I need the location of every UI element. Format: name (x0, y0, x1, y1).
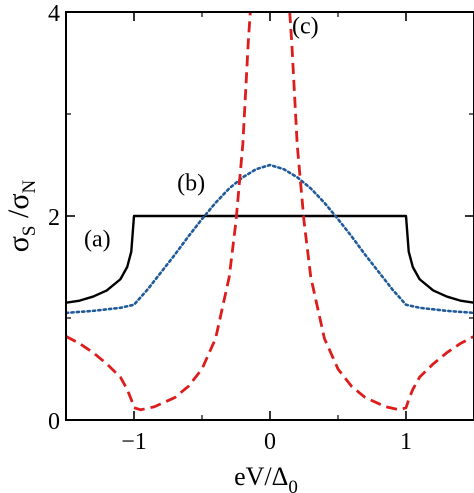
x-axis-title-subscript: 0 (288, 477, 298, 493)
annotation-label: (a) (84, 226, 111, 252)
y-axis-title: σS /σN (2, 179, 40, 252)
series-layer (66, 12, 474, 412)
series-b-line-1 (66, 163, 474, 315)
y-axis-title-sigma-n: σ (2, 193, 35, 209)
ticks-layer: −1 0 1 0 2 4 (48, 1, 474, 455)
y-axis-title-sigma-s: σ (2, 236, 35, 252)
y-tick-label: 4 (48, 1, 60, 27)
annotation-label: (c) (292, 13, 319, 39)
y-axis-title-subscript-n: N (19, 179, 40, 193)
x-axis-title-main: eV/Δ (234, 462, 288, 491)
series-c-line-2 (66, 12, 252, 412)
x-axis-title: eV/Δ0 (234, 462, 298, 493)
series-a-line-0 (66, 214, 474, 304)
y-axis-title-subscript-s: S (19, 226, 40, 237)
x-tick-label: 0 (264, 429, 276, 455)
series-c-line-3 (288, 12, 474, 412)
annotation-label: (b) (177, 170, 205, 196)
y-axis-title-slash: / (2, 209, 35, 226)
y-tick-label: 2 (48, 205, 60, 231)
y-tick-label: 0 (48, 409, 60, 435)
annotations: (a) (b) (c) (84, 13, 319, 252)
x-tick-label: −1 (121, 429, 147, 455)
x-tick-label: 1 (400, 429, 412, 455)
